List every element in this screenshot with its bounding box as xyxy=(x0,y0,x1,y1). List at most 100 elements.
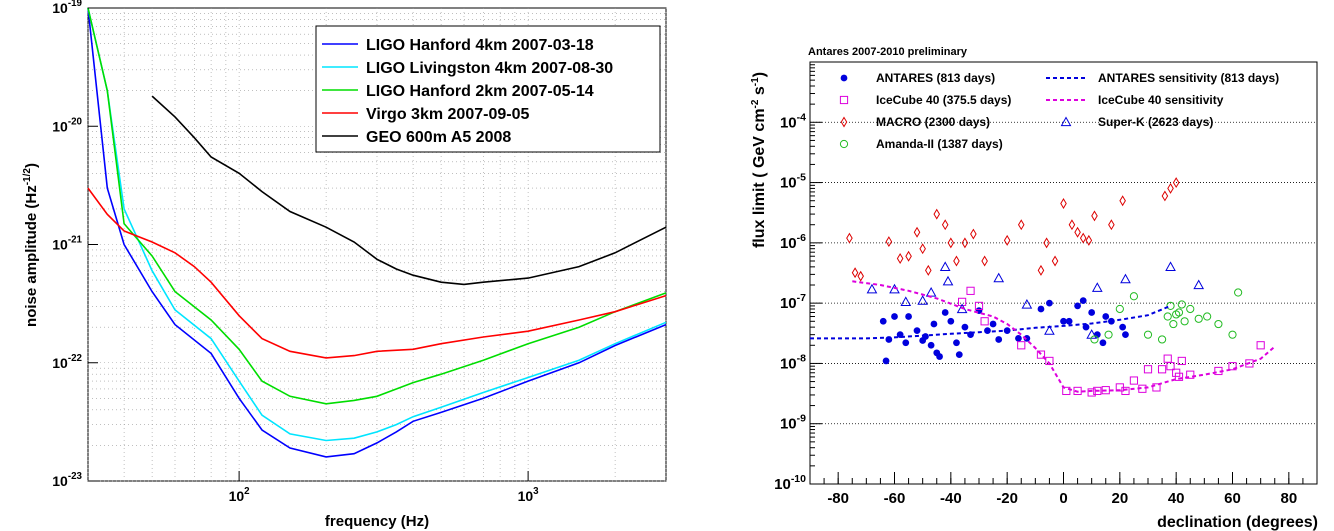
right-data-point xyxy=(1165,261,1176,271)
right-data-point xyxy=(1062,386,1071,396)
left-series-line xyxy=(87,7,667,458)
right-data-point xyxy=(1119,323,1127,331)
right-data-point xyxy=(1015,335,1022,342)
right-data-point xyxy=(1157,365,1167,374)
right-x-tick-label: 60 xyxy=(1224,490,1241,507)
right-data-point xyxy=(1177,356,1186,366)
right-data-point xyxy=(1174,308,1184,317)
right-x-tick-label: 0 xyxy=(1059,490,1067,507)
right-data-point xyxy=(1037,305,1045,313)
flux-limit-chart: Antares 2007-2010 preliminary 10-10 10-9 1… xyxy=(750,46,1318,531)
right-data-point xyxy=(896,253,904,264)
right-legend-swatch xyxy=(840,74,848,82)
right-y-tick-label: 10-4 xyxy=(780,111,806,131)
right-y-tick-label: 10-9 xyxy=(780,413,806,433)
right-grid xyxy=(810,121,1317,425)
right-data-point xyxy=(966,286,975,295)
right-data-point xyxy=(1044,325,1055,335)
right-y-tick-label: 10-8 xyxy=(780,352,806,372)
right-data-point xyxy=(851,267,859,279)
left-tick-labels: 10-23 10-22 10-21 10-20 10-19 102 103 xyxy=(52,0,539,504)
right-x-tick-label: -80 xyxy=(827,490,849,507)
right-data-point xyxy=(1256,341,1265,350)
right-data-point xyxy=(1228,362,1237,371)
right-series-group xyxy=(810,177,1276,397)
left-y-tick-label: 10-22 xyxy=(52,353,82,371)
right-data-point xyxy=(1037,264,1045,276)
right-data-point xyxy=(1115,304,1124,314)
left-y-axis-label: noise amplitude (Hz-1/2) xyxy=(22,163,40,327)
right-plot-frame xyxy=(809,61,1318,485)
right-data-point xyxy=(1143,330,1153,339)
right-y-tick-label: 10-6 xyxy=(780,232,806,252)
left-series-line xyxy=(87,7,667,405)
right-data-point xyxy=(1104,330,1113,339)
right-y-tick-label: 10-5 xyxy=(780,172,806,192)
right-data-point xyxy=(970,228,977,240)
right-data-point xyxy=(1169,319,1178,329)
right-data-point xyxy=(955,351,963,358)
right-legend-swatch xyxy=(839,139,849,149)
right-data-point xyxy=(939,261,951,271)
right-data-point xyxy=(993,272,1005,283)
right-data-point xyxy=(1074,302,1081,310)
right-data-point xyxy=(1174,372,1184,381)
right-data-point xyxy=(961,323,969,331)
left-legend: LIGO Hanford 4km 2007-03-18 LIGO Livingst… xyxy=(315,25,661,153)
left-legend-box xyxy=(315,25,661,153)
right-data-point xyxy=(980,317,989,326)
right-data-point xyxy=(1180,317,1189,326)
right-data-point xyxy=(1086,329,1098,339)
right-data-point xyxy=(1099,339,1107,347)
right-y-axis-label: flux limit ( GeV cm-2 s-1) xyxy=(750,72,768,248)
right-data-point xyxy=(1091,210,1098,222)
right-legend-label: ANTARES (813 days) xyxy=(876,71,995,85)
right-x-tick-label: -40 xyxy=(940,490,962,507)
right-data-point xyxy=(930,320,938,328)
left-legend-label: Virgo 3km 2007-09-05 xyxy=(366,106,529,123)
right-data-point xyxy=(1167,182,1174,194)
right-data-point xyxy=(900,296,912,306)
right-data-point xyxy=(1088,309,1096,316)
noise-spectrum-chart: 10-23 10-22 10-21 10-20 10-19 102 103 LIGO Han… xyxy=(22,0,667,530)
right-data-point xyxy=(1079,232,1087,244)
right-data-point xyxy=(1091,282,1103,292)
right-data-point xyxy=(879,317,887,325)
right-data-point xyxy=(1087,388,1096,397)
right-data-point xyxy=(936,353,943,360)
right-data-point xyxy=(941,309,949,316)
right-x-tick-label: -20 xyxy=(996,490,1018,507)
right-legend-label: MACRO (2300 days) xyxy=(876,115,990,129)
right-data-point xyxy=(1074,226,1081,238)
right-data-point xyxy=(905,250,912,262)
right-data-point xyxy=(1060,198,1067,209)
right-x-axis-label: declination (degrees) xyxy=(1157,514,1318,531)
right-data-point xyxy=(1152,383,1161,392)
left-y-tick-label: 10-23 xyxy=(52,471,82,489)
right-tick-labels: 10-10 10-9 10-8 10-7 10-6 10-5 10-4 -80 -60 -40 -2… xyxy=(774,64,1318,507)
right-data-point xyxy=(1203,312,1212,321)
left-x-axis-label: frequency (Hz) xyxy=(325,513,429,530)
right-legend-label: Amanda-II (1387 days) xyxy=(876,137,1003,151)
right-chart-title: Antares 2007-2010 preliminary xyxy=(808,46,968,58)
right-data-point xyxy=(1017,219,1025,231)
right-y-tick-label: 10-10 xyxy=(774,473,806,493)
right-data-point xyxy=(1172,177,1180,189)
left-series-line xyxy=(87,7,667,442)
right-data-point xyxy=(1186,370,1195,379)
right-data-point xyxy=(941,219,949,231)
right-legend-swatch xyxy=(840,116,848,128)
right-data-point xyxy=(1129,292,1139,301)
right-data-point xyxy=(905,313,912,320)
right-data-point xyxy=(1068,219,1076,231)
right-legend-swatch xyxy=(839,95,849,105)
left-legend-label: LIGO Livingston 4km 2007-08-30 xyxy=(366,60,613,77)
right-sensitivity-line xyxy=(852,280,1276,393)
right-legend-label: IceCube 40 (375.5 days) xyxy=(876,93,1011,107)
right-x-tick-label: 20 xyxy=(1111,490,1128,507)
right-legend-swatch xyxy=(1060,116,1072,127)
right-data-point xyxy=(885,236,893,248)
left-y-tick-label: 10-21 xyxy=(52,235,82,253)
right-data-point xyxy=(1036,350,1046,359)
right-data-point xyxy=(1046,299,1053,307)
